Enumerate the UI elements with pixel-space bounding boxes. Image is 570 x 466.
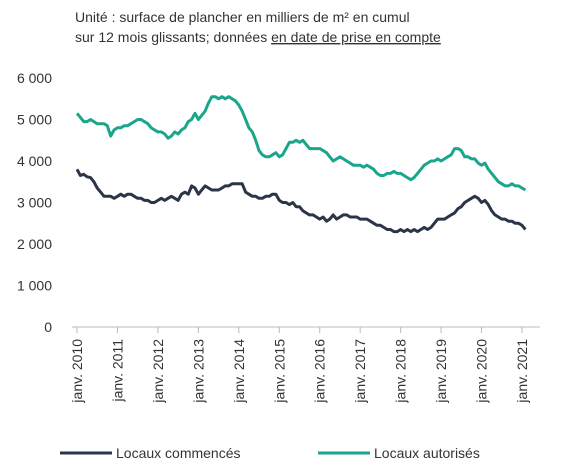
x-tick-label: janv. 2017: [352, 339, 368, 404]
y-tick-label: 6 000: [17, 70, 52, 86]
legend-label: Locaux commencés: [116, 445, 241, 461]
x-tick-label: janv. 2015: [271, 339, 287, 404]
subtitle-line: sur 12 mois glissants; données en date d…: [75, 29, 441, 45]
x-tick-label: janv. 2020: [474, 339, 490, 404]
x-tick-label: janv. 2021: [514, 339, 530, 404]
x-tick-label: janv. 2016: [312, 339, 328, 404]
data-line: [75, 168, 527, 234]
x-tick-label: janv. 2014: [231, 339, 247, 404]
x-tick-label: janv. 2012: [150, 339, 166, 404]
x-tick-label: janv. 2019: [433, 339, 449, 404]
y-tick-label: 0: [44, 319, 52, 335]
subtitle-text: sur 12 mois glissants; données: [75, 29, 267, 45]
y-tick-label: 3 000: [17, 195, 52, 211]
y-tick-label: 4 000: [17, 153, 52, 169]
subtitle-line: Unité : surface de plancher en milliers …: [75, 9, 410, 25]
y-tick-label: 2 000: [17, 236, 52, 252]
x-tick-label: janv. 2013: [190, 339, 206, 404]
legend-label: Locaux autorisés: [374, 445, 480, 461]
x-tick-label: janv. 2018: [393, 339, 409, 404]
x-tick-label: janv. 2011: [109, 339, 125, 403]
x-tick-label: janv. 2010: [69, 339, 85, 404]
y-tick-label: 5 000: [17, 112, 52, 128]
y-tick-label: 1 000: [17, 278, 52, 294]
data-line: [75, 95, 527, 192]
subtitle-underlined: en date de prise en compte: [271, 29, 441, 45]
